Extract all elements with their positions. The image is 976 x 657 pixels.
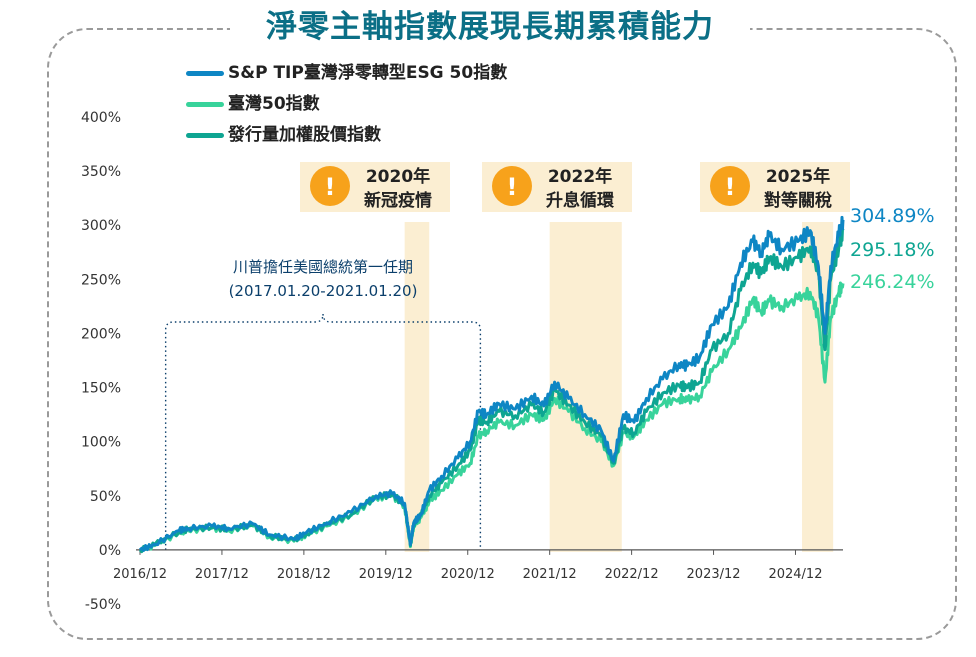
y-tick-label: 0%	[99, 543, 121, 559]
legend-label: S&P TIP臺灣淨零轉型ESG 50指數	[228, 63, 508, 83]
exclamation-glyph: !	[507, 173, 518, 201]
exclamation-icon	[710, 166, 750, 206]
legend-label: 臺灣50指數	[228, 94, 320, 114]
exclamation-icon	[310, 166, 350, 206]
y-tick-label: 400%	[81, 110, 121, 126]
x-tick-label: 2016/12	[113, 567, 167, 582]
event-shade-band	[549, 222, 622, 552]
end-value-labels: 304.89% 295.18% 246.24%	[850, 205, 935, 293]
event-shading-group	[404, 222, 834, 552]
x-tick-label: 2018/12	[277, 567, 331, 582]
end-value-label: 304.89%	[850, 205, 935, 227]
y-tick-label: 100%	[81, 435, 121, 451]
legend-item-taiex: 發行量加權股價指數	[186, 120, 381, 145]
term-label: 川普擔任美國總統第一任期	[233, 258, 413, 276]
x-tick-label: 2023/12	[687, 567, 741, 582]
legend-item-net-zero: S&P TIP臺灣淨零轉型ESG 50指數	[186, 58, 507, 83]
y-tick-label: 250%	[81, 272, 121, 288]
y-tick-label: 50%	[90, 489, 121, 505]
legend-swatch	[186, 101, 224, 107]
series-line-taiex	[138, 227, 845, 554]
presidential-term-brace: 川普擔任美國總統第一任期 (2017.01.20-2021.01.20)	[164, 258, 482, 550]
event-label: 對等關稅	[764, 190, 832, 211]
chart-title: 淨零主軸指數展現長期累積能力	[230, 4, 750, 50]
x-tick-label: 2019/12	[359, 567, 413, 582]
series-lines	[138, 215, 845, 554]
exclamation-glyph: !	[325, 173, 336, 201]
legend-label: 發行量加權股價指數	[228, 125, 381, 145]
end-value-label: 295.18%	[850, 239, 935, 261]
y-tick-label: 200%	[81, 326, 121, 342]
event-shade-band	[404, 222, 430, 552]
y-tick-label: 350%	[81, 164, 121, 180]
event-label: 新冠疫情	[364, 190, 432, 211]
end-value-label: 246.24%	[850, 271, 935, 293]
event-label: 升息循環	[546, 190, 615, 211]
term-dates: (2017.01.20-2021.01.20)	[229, 282, 418, 300]
term-bracket	[164, 313, 482, 550]
legend-swatch	[186, 132, 224, 138]
y-tick-label: 300%	[81, 218, 121, 234]
event-year: 2020年	[366, 166, 430, 187]
series-line-net-zero	[138, 215, 845, 552]
x-tick-label: 2017/12	[195, 567, 249, 582]
x-tick-label: 2021/12	[523, 567, 577, 582]
exclamation-icon	[492, 166, 532, 206]
x-tick-label: 2020/12	[441, 567, 495, 582]
legend-item-taiwan50: 臺灣50指數	[186, 89, 320, 114]
y-tick-label: -50%	[85, 597, 121, 613]
x-tick-label: 2022/12	[605, 567, 659, 582]
axes: 400% 350% 300% 250% 200% 150% 100% 50% 0% -50% 201…	[81, 110, 843, 613]
y-tick-label: 150%	[81, 381, 121, 397]
x-tick-label: 2024/12	[768, 567, 822, 582]
event-year: 2022年	[548, 166, 612, 187]
exclamation-glyph: !	[725, 173, 736, 201]
legend-swatch	[186, 70, 224, 76]
event-year: 2025年	[766, 166, 830, 187]
